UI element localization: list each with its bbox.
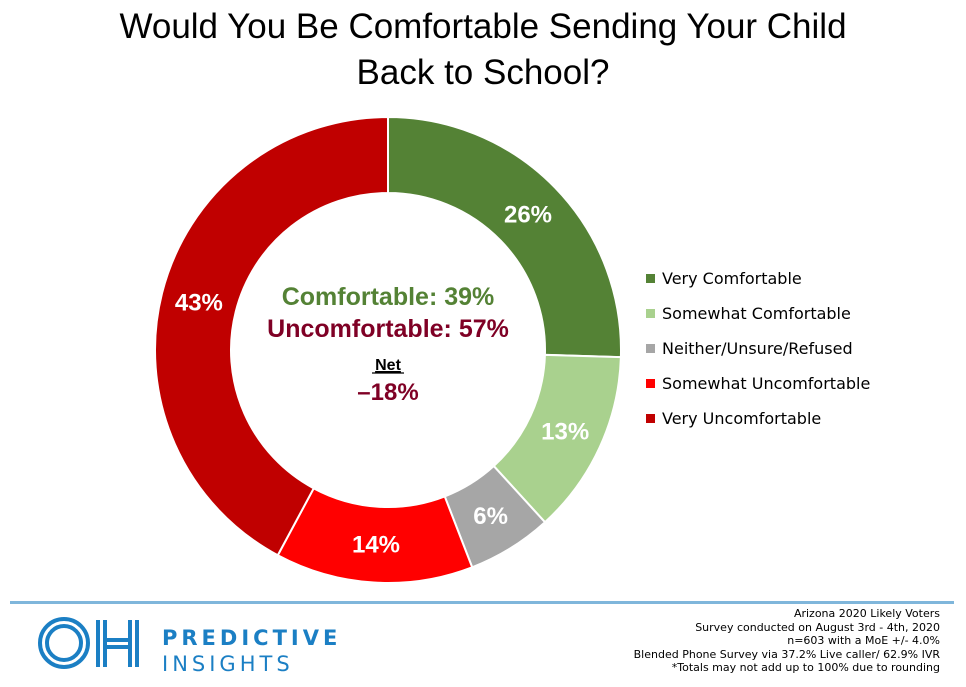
legend-swatch xyxy=(646,414,655,423)
slice-label-1: 26% xyxy=(504,201,552,228)
donut-slice-labels: 26% 13% 6% 14% 43% xyxy=(175,201,589,558)
donut-chart: 26% 13% 6% 14% 43% Comfortable: 39% Uncomfor… xyxy=(154,115,622,584)
legend-item: Somewhat Uncomfortable xyxy=(646,366,870,401)
chart-title: Would You Be Comfortable Sending Your Ch… xyxy=(0,4,966,96)
chart-title-line-1: Would You Be Comfortable Sending Your Ch… xyxy=(119,7,847,46)
legend-label: Neither/Unsure/Refused xyxy=(662,339,853,358)
slice-very-uncomfortable xyxy=(154,115,389,557)
center-uncomfortable: Uncomfortable: 57% xyxy=(267,315,509,343)
legend-label: Somewhat Uncomfortable xyxy=(662,374,871,393)
legend-item: Very Uncomfortable xyxy=(646,401,870,436)
slice-label-5: 43% xyxy=(175,289,223,316)
legend-swatch xyxy=(646,344,655,353)
legend: Very Comfortable Somewhat Comfortable Neit… xyxy=(646,261,870,436)
legend-label: Very Comfortable xyxy=(662,269,802,288)
legend-item: Somewhat Comfortable xyxy=(646,296,870,331)
oh-logo-icon xyxy=(38,617,139,669)
slice-label-4: 14% xyxy=(352,532,400,559)
survey-note-5: *Totals may not add up to 100% due to ro… xyxy=(671,661,940,674)
slice-label-2: 13% xyxy=(541,419,589,446)
legend-label: Somewhat Comfortable xyxy=(662,304,851,323)
center-comfortable: Comfortable: 39% xyxy=(282,283,495,311)
survey-note-2: Survey conducted on August 3rd - 4th, 20… xyxy=(695,620,940,634)
brand-name: PREDICTIVE INSIGHTS xyxy=(162,625,341,677)
donut-slices xyxy=(154,115,622,584)
survey-note-1: Arizona 2020 Likely Voters xyxy=(793,607,940,620)
survey-notes: Arizona 2020 Likely Voters Survey conduc… xyxy=(634,607,940,675)
brand-line-1: PREDICTIVE xyxy=(162,626,342,650)
center-net-label: Net xyxy=(375,357,401,374)
footer-divider xyxy=(10,601,954,604)
legend-swatch xyxy=(646,274,655,283)
survey-note-3: n=603 with a MoE +/- 4.0% xyxy=(787,634,940,647)
slice-label-3: 6% xyxy=(473,503,508,530)
legend-item: Neither/Unsure/Refused xyxy=(646,331,870,366)
brand-line-2: INSIGHTS xyxy=(162,652,294,676)
legend-label: Very Uncomfortable xyxy=(662,409,822,428)
legend-swatch xyxy=(646,309,655,318)
chart-title-line-2: Back to School? xyxy=(356,53,610,92)
slice-very-comfortable xyxy=(387,115,622,359)
survey-note-4: Blended Phone Survey via 37.2% Live call… xyxy=(633,647,940,661)
legend-swatch xyxy=(646,379,655,388)
legend-item: Very Comfortable xyxy=(646,261,870,296)
center-net-value: –18% xyxy=(357,379,418,406)
